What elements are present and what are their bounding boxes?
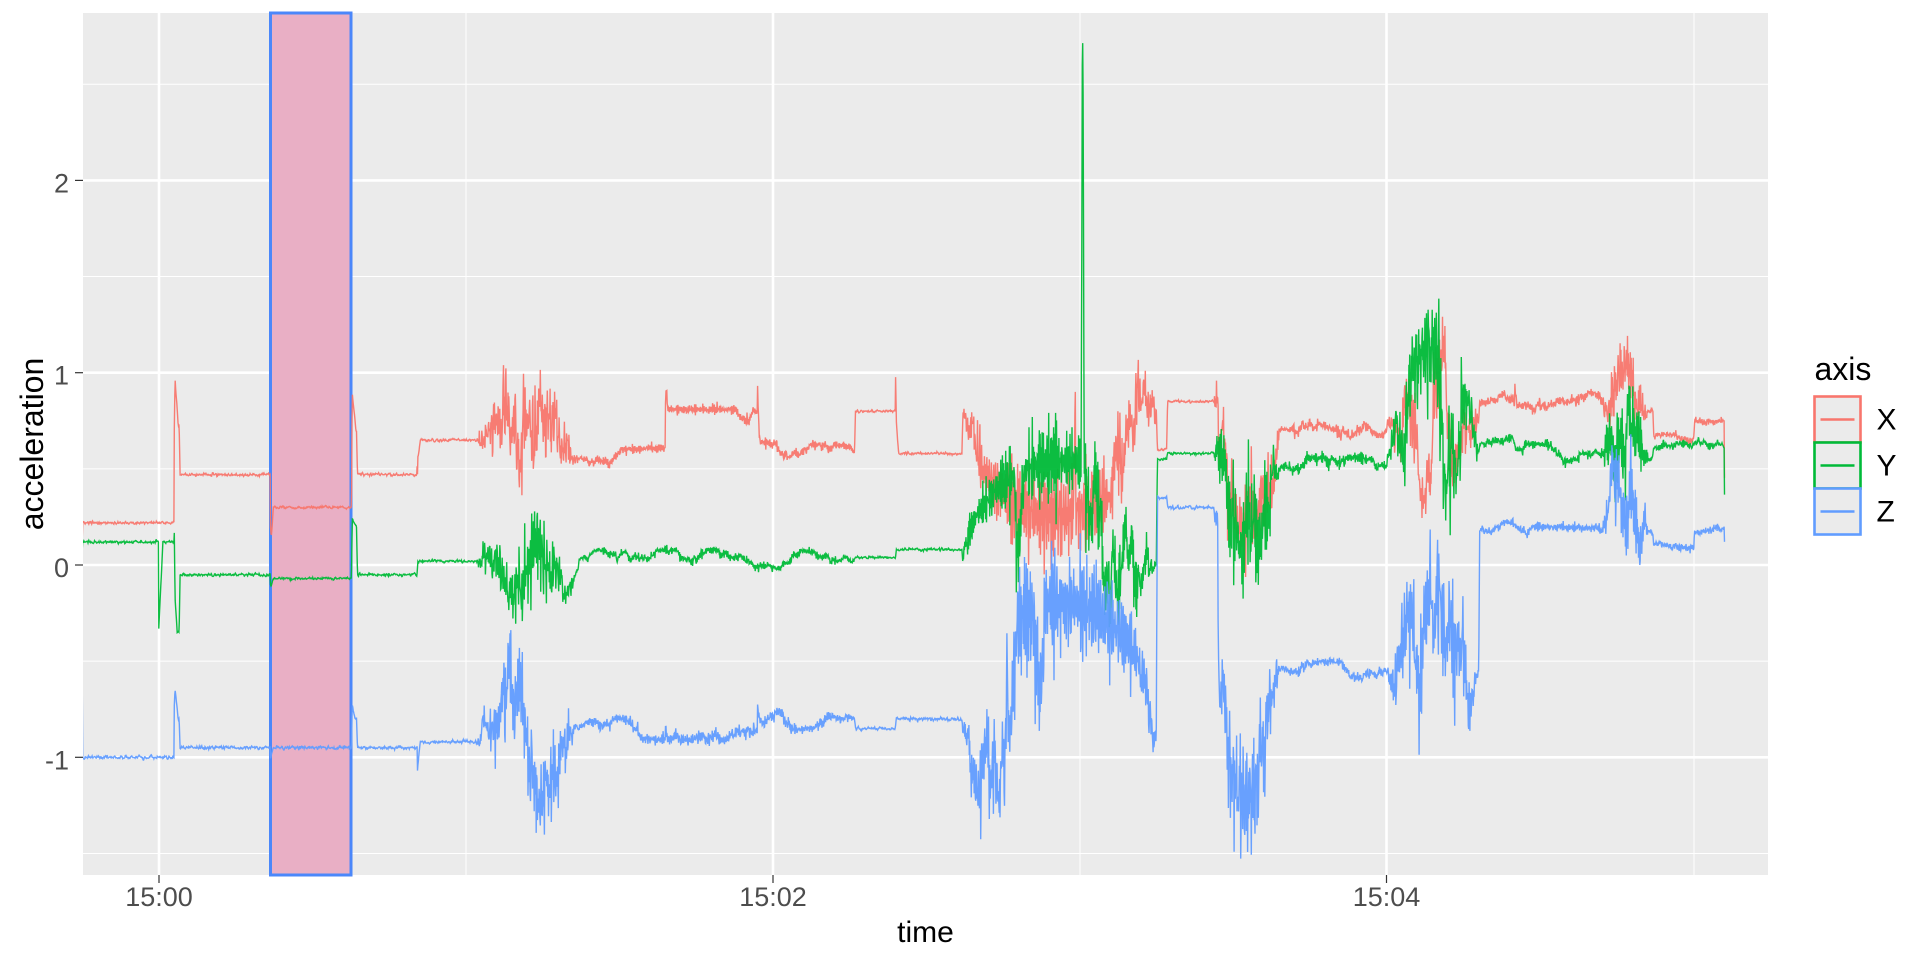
svg-text:time: time: [897, 916, 954, 949]
svg-text:1: 1: [54, 361, 69, 391]
svg-text:2: 2: [54, 168, 69, 198]
svg-text:axis: axis: [1815, 351, 1872, 387]
svg-text:0: 0: [54, 553, 69, 583]
svg-text:15:00: 15:00: [125, 882, 193, 912]
svg-text:15:02: 15:02: [739, 882, 807, 912]
svg-text:Z: Z: [1877, 496, 1895, 529]
svg-text:Y: Y: [1877, 450, 1897, 483]
svg-text:acceleration: acceleration: [14, 358, 50, 531]
svg-text:-1: -1: [45, 745, 69, 775]
svg-text:15:04: 15:04: [1353, 882, 1421, 912]
svg-text:X: X: [1877, 404, 1897, 437]
